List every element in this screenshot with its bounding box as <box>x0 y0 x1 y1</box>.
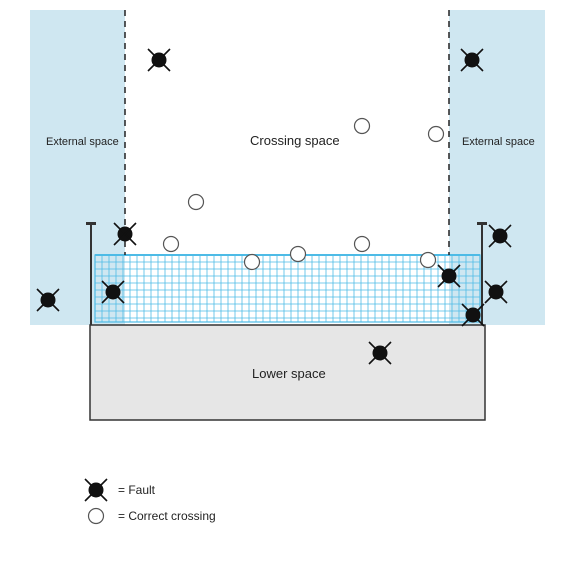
correct-marker-0 <box>355 119 370 134</box>
correct-marker-7 <box>421 253 436 268</box>
external-space-right <box>449 10 545 325</box>
external-space-left <box>30 10 125 325</box>
net-post-cap-right <box>477 222 487 225</box>
correct-marker-5 <box>291 247 306 262</box>
legend-correct-icon <box>89 509 104 524</box>
external-right-label: External space <box>462 136 535 148</box>
diagram-canvas: External space External space Crossing spa… <box>0 0 573 581</box>
correct-marker-4 <box>245 255 260 270</box>
correct-marker-1 <box>429 127 444 142</box>
correct-marker-2 <box>189 195 204 210</box>
legend-label-fault: = Fault <box>118 483 156 497</box>
external-left-label: External space <box>46 136 119 148</box>
legend-label-correct: = Correct crossing <box>118 509 216 523</box>
net-post-cap-left <box>86 222 96 225</box>
crossing-label: Crossing space <box>250 133 340 148</box>
correct-marker-3 <box>164 237 179 252</box>
correct-marker-6 <box>355 237 370 252</box>
lower-label: Lower space <box>252 366 326 381</box>
